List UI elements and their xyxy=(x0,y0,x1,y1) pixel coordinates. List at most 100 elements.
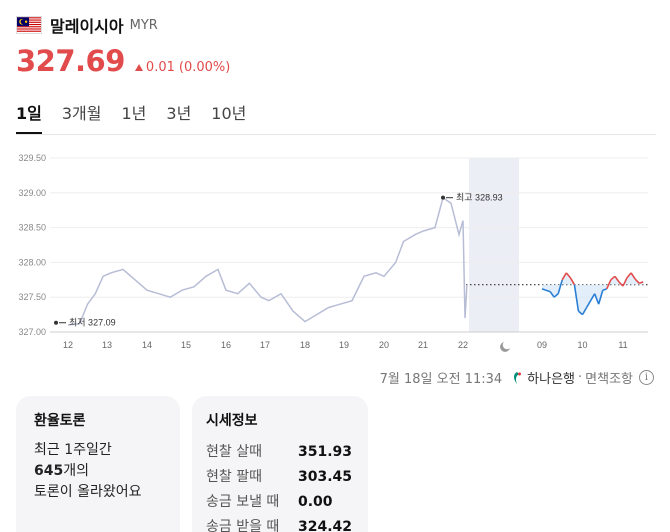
series-segment-today xyxy=(577,310,584,316)
rate-row: 송금 보낼 때 0.00 xyxy=(206,490,354,515)
x-tick-label: 18 xyxy=(300,340,310,350)
series-segment-today xyxy=(541,288,547,291)
tab-3month[interactable]: 3개월 xyxy=(61,104,102,123)
tabs-divider xyxy=(16,134,656,135)
rate-row: 현찰 팔때 303.45 xyxy=(206,465,354,490)
high-marker xyxy=(441,195,445,200)
forum-count: 645 xyxy=(34,463,64,479)
high-label: 최고 328.93 xyxy=(456,193,503,203)
x-tick-label: 12 xyxy=(63,340,73,350)
x-tick-label: 20 xyxy=(379,340,389,350)
currency-title: 말레이시아 xyxy=(50,17,124,36)
forum-title: 환율토론 xyxy=(34,413,86,429)
rate-label: 송금 보낼 때 xyxy=(206,494,280,510)
x-tick-label: 10 xyxy=(577,340,587,350)
series-segment-today xyxy=(589,293,596,302)
rate-row: 현찰 살때 351.93 xyxy=(206,440,354,465)
series-segment-today xyxy=(610,275,616,281)
series-segment-today xyxy=(597,290,604,305)
x-tick-label: 09 xyxy=(537,340,547,350)
series-segment-today xyxy=(561,272,567,281)
x-tick-label: 15 xyxy=(181,340,191,350)
series-segment-today xyxy=(593,293,600,305)
series-segment-today xyxy=(602,288,608,291)
series-segment-today xyxy=(630,272,636,280)
night-shade xyxy=(469,158,519,332)
tab-1year[interactable]: 1년 xyxy=(121,104,147,123)
x-tick-label: 11 xyxy=(618,340,627,350)
info-icon[interactable]: i xyxy=(639,370,654,385)
rate-label: 현찰 팔때 xyxy=(206,469,262,485)
series-segment-today xyxy=(606,279,612,290)
x-tick-label: 13 xyxy=(102,340,112,350)
series-segment-today xyxy=(569,277,576,286)
price-change: 0.01 (0.00%) xyxy=(134,60,231,75)
forum-line1: 최근 1주일간 xyxy=(34,442,112,458)
hana-bank-logo-icon xyxy=(514,371,522,384)
malaysia-flag-icon xyxy=(16,16,42,34)
series-segment-today xyxy=(573,284,580,312)
change-value: 0.01 xyxy=(145,60,175,75)
current-price: 327.69 xyxy=(16,44,125,78)
rate-value: 351.93 xyxy=(298,444,353,460)
currency-code: MYR xyxy=(129,17,158,33)
y-tick-label: 327.50 xyxy=(18,292,46,302)
y-tick-label: 328.00 xyxy=(18,257,46,267)
x-tick-label: 22 xyxy=(458,340,468,350)
bank-source: 하나은행 xyxy=(510,368,575,387)
forum-line3: 토론이 올라왔어요 xyxy=(34,484,142,500)
rates-card: 시세정보 현찰 살때 351.93 현찰 팔때 303.45 송금 보낼 때 0… xyxy=(192,396,368,532)
series-segment-today xyxy=(626,272,632,279)
rate-value: 0.00 xyxy=(298,494,333,510)
series-segment-today xyxy=(622,277,628,287)
x-tick-label: 17 xyxy=(260,340,270,350)
forum-line2: 645개의 xyxy=(34,461,162,482)
exchange-rate-chart[interactable]: 329.50 329.00 328.50 328.00 327.50 327.00 12 13… xyxy=(0,140,670,360)
series-segment-today xyxy=(553,293,559,298)
low-marker xyxy=(54,320,58,325)
rate-label: 현찰 살때 xyxy=(206,444,262,460)
y-tick-label: 327.00 xyxy=(18,327,46,337)
series-segment-today xyxy=(545,289,551,293)
up-triangle-icon xyxy=(134,64,143,71)
tab-3year[interactable]: 3년 xyxy=(166,104,192,123)
separator: · xyxy=(578,370,583,385)
x-tick-label: 14 xyxy=(142,340,152,350)
series-segment-today xyxy=(638,281,644,285)
rate-row: 송금 받을 때 324.42 xyxy=(206,515,354,532)
tab-10year[interactable]: 10년 xyxy=(211,104,247,123)
y-tick-label: 328.50 xyxy=(18,223,46,233)
disclaimer-link[interactable]: 면책조항 xyxy=(585,372,633,387)
bank-name: 하나은행 xyxy=(527,372,576,387)
low-label: 최저 327.09 xyxy=(69,318,116,328)
x-tick-label: 19 xyxy=(339,340,349,350)
period-tabs: 1일 3개월 1년 3년 10년 xyxy=(16,100,266,135)
series-line-history xyxy=(67,196,468,326)
y-tick-label: 329.00 xyxy=(18,188,46,198)
x-tick-label: 16 xyxy=(221,340,231,350)
forum-count-suffix: 개의 xyxy=(63,463,89,479)
timestamp: 7월 18일 오전 11:34 xyxy=(379,372,503,387)
rate-value: 324.42 xyxy=(298,519,353,532)
series-segment-today xyxy=(614,275,620,283)
y-tick-label: 329.50 xyxy=(18,153,46,163)
series-segment-today xyxy=(585,300,592,309)
series-segment-today xyxy=(634,278,640,284)
series-segment-today xyxy=(557,279,564,294)
rates-title: 시세정보 xyxy=(206,413,258,429)
series-segment-today xyxy=(549,291,555,298)
source-info: 7월 18일 오전 11:34 하나은행 · 면책조항 i xyxy=(380,368,654,387)
forum-card[interactable]: 환율토론 최근 1주일간 645개의 토론이 올라왔어요 xyxy=(16,396,180,532)
series-area-today xyxy=(542,272,644,315)
change-percent: (0.00%) xyxy=(178,60,231,75)
series-segment-today xyxy=(581,307,588,316)
tab-1day[interactable]: 1일 xyxy=(16,100,42,135)
currency-header: 말레이시아 MYR xyxy=(16,12,158,38)
quote-row: 327.69 0.01 (0.00%) xyxy=(16,44,230,78)
rate-value: 303.45 xyxy=(298,469,353,485)
rate-label: 송금 받을 때 xyxy=(206,519,280,532)
moon-icon xyxy=(500,342,510,352)
series-segment-today xyxy=(618,281,624,287)
series-segment-today xyxy=(565,272,571,279)
x-tick-label: 21 xyxy=(418,340,428,350)
